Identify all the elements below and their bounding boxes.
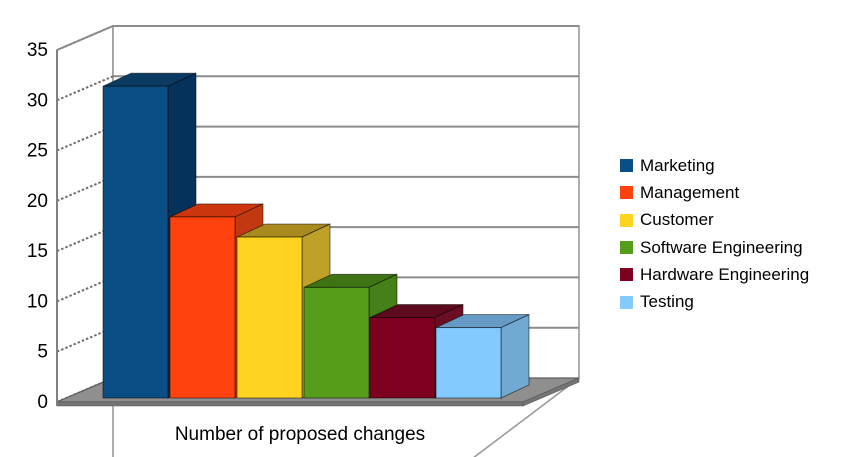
bar-testing-side [500, 313, 530, 399]
bar-chart-3d-plot: 0 5 10 15 20 25 30 35 [27, 24, 580, 457]
y-tick-label-35: 35 [27, 40, 48, 61]
wall-top-edge [56, 25, 114, 51]
legend-swatch [620, 268, 633, 282]
legend-swatch [620, 186, 633, 200]
y-tick-label-25: 25 [27, 141, 48, 162]
legend-label: Software Engineering [640, 237, 803, 257]
bar-hardware-engineering [369, 317, 436, 399]
y-tick-label-0: 0 [37, 392, 48, 413]
legend-item-software-engineering: Software Engineering [620, 234, 809, 261]
wall-hatch-gridline-30 [56, 75, 114, 102]
legend-label: Hardware Engineering [640, 264, 810, 284]
y-tick-label-15: 15 [27, 241, 48, 262]
bar-testing [435, 327, 502, 399]
bar-software-engineering [303, 286, 370, 399]
legend-swatch [620, 213, 633, 227]
legend-label: Customer [640, 210, 714, 230]
legend-swatch [620, 241, 633, 255]
legend-label: Testing [640, 292, 694, 312]
y-tick-label-30: 30 [27, 90, 48, 111]
legend-swatch [620, 295, 633, 309]
y-tick-label-20: 20 [27, 191, 48, 212]
y-tick-label-10: 10 [27, 291, 48, 312]
legend-swatch [620, 159, 633, 173]
legend-item-customer: Customer [620, 207, 809, 234]
legend-item-marketing: Marketing [620, 152, 809, 179]
legend-item-testing: Testing [620, 288, 809, 315]
legend-label: Management [640, 182, 740, 202]
legend-label: Marketing [640, 155, 715, 175]
bar-customer [236, 236, 303, 399]
floor-front-face [56, 401, 524, 407]
y-tick-label-5: 5 [37, 342, 48, 363]
x-axis-title: Number of proposed changes [174, 424, 426, 445]
legend-item-management: Management [620, 179, 809, 206]
floor-right-face [522, 377, 580, 407]
bar-management [169, 216, 236, 399]
bar-marketing [102, 85, 169, 399]
legend: Marketing Management Customer Software Engi… [620, 152, 809, 316]
legend-item-hardware-engineering: Hardware Engineering [620, 261, 809, 288]
